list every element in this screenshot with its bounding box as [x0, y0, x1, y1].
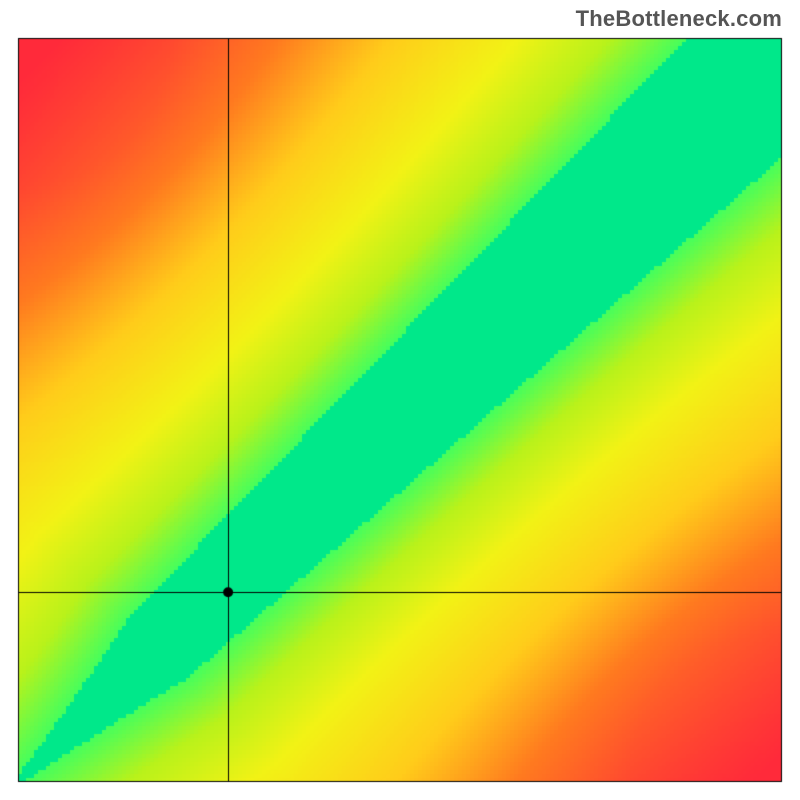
bottleneck-heatmap	[0, 0, 800, 800]
watermark-text: TheBottleneck.com	[576, 6, 782, 32]
